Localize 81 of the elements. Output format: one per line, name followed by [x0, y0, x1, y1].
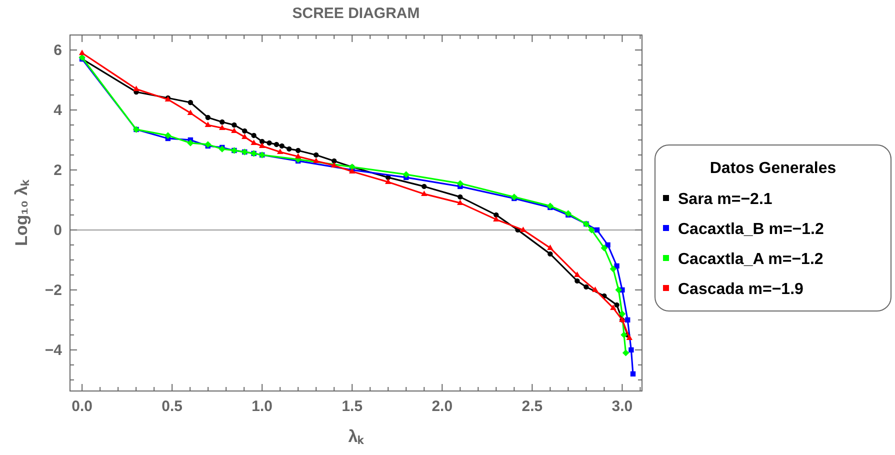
point	[622, 350, 630, 356]
point	[600, 244, 608, 252]
point	[574, 272, 580, 278]
point	[274, 142, 280, 148]
point	[250, 140, 257, 146]
point	[584, 284, 589, 290]
point	[313, 158, 320, 164]
point	[232, 122, 237, 128]
legend-label: Cacaxtla_A m=−1.2	[678, 251, 824, 268]
x-axis-title: λₖ	[348, 427, 365, 446]
point	[220, 119, 225, 125]
point	[574, 278, 580, 284]
x-tick-label: 0.5	[162, 398, 183, 415]
point	[251, 132, 256, 138]
point	[133, 86, 140, 92]
legend-label: Cascada m=−1.9	[678, 281, 804, 298]
point	[204, 122, 212, 128]
point	[331, 162, 338, 168]
point	[385, 178, 392, 184]
point	[187, 140, 194, 146]
point	[219, 124, 226, 130]
point	[164, 132, 172, 139]
point	[266, 140, 272, 146]
point	[614, 302, 620, 308]
point	[421, 190, 428, 196]
x-tick-label: 3.0	[612, 398, 633, 415]
point	[624, 317, 630, 323]
point	[630, 371, 636, 377]
point	[592, 286, 598, 292]
point	[605, 242, 610, 248]
point	[457, 200, 464, 206]
point	[296, 148, 301, 154]
x-tick-label: 2.0	[432, 398, 453, 415]
legend-title: Datos Generales	[710, 160, 836, 177]
point	[187, 110, 194, 116]
point	[520, 226, 526, 232]
x-tick-label: 0.0	[72, 398, 92, 415]
y-tick-label: −2	[44, 282, 62, 299]
point	[548, 251, 553, 257]
point	[242, 128, 248, 134]
point	[628, 347, 634, 353]
point	[314, 152, 319, 158]
point	[610, 304, 616, 310]
point	[258, 142, 266, 148]
point	[626, 334, 633, 340]
y-tick-label: 6	[54, 42, 62, 59]
point	[547, 244, 554, 250]
point	[294, 153, 302, 159]
point	[402, 171, 410, 178]
point	[332, 158, 337, 164]
point	[618, 310, 626, 318]
point	[494, 212, 499, 218]
point	[279, 143, 285, 149]
point	[458, 194, 463, 200]
point	[422, 184, 427, 190]
point	[78, 50, 86, 56]
point	[260, 138, 265, 144]
y-axis-title: Log₁₀ λₖ	[12, 178, 31, 246]
y-tick-label: −4	[44, 342, 63, 359]
point	[615, 286, 622, 294]
y-tick-label: 0	[54, 222, 62, 239]
point	[610, 266, 617, 272]
point	[188, 100, 194, 106]
point	[205, 114, 211, 120]
point	[242, 134, 248, 140]
point	[286, 146, 292, 152]
y-tick-label: 4	[54, 102, 63, 119]
point	[456, 180, 464, 187]
legend-label: Sara m=−2.1	[678, 191, 772, 208]
point	[594, 227, 600, 233]
y-tick-label: 2	[54, 162, 62, 179]
point	[493, 216, 500, 222]
x-tick-label: 2.5	[522, 398, 543, 415]
point	[588, 226, 595, 234]
x-tick-label: 1.0	[252, 398, 273, 415]
legend-label: Cacaxtla_B m=−1.2	[678, 221, 824, 238]
chart-title: SCREE DIAGRAM	[292, 5, 420, 22]
x-tick-label: 1.5	[342, 398, 363, 415]
point	[614, 263, 620, 269]
point	[276, 148, 284, 154]
point	[620, 332, 628, 338]
